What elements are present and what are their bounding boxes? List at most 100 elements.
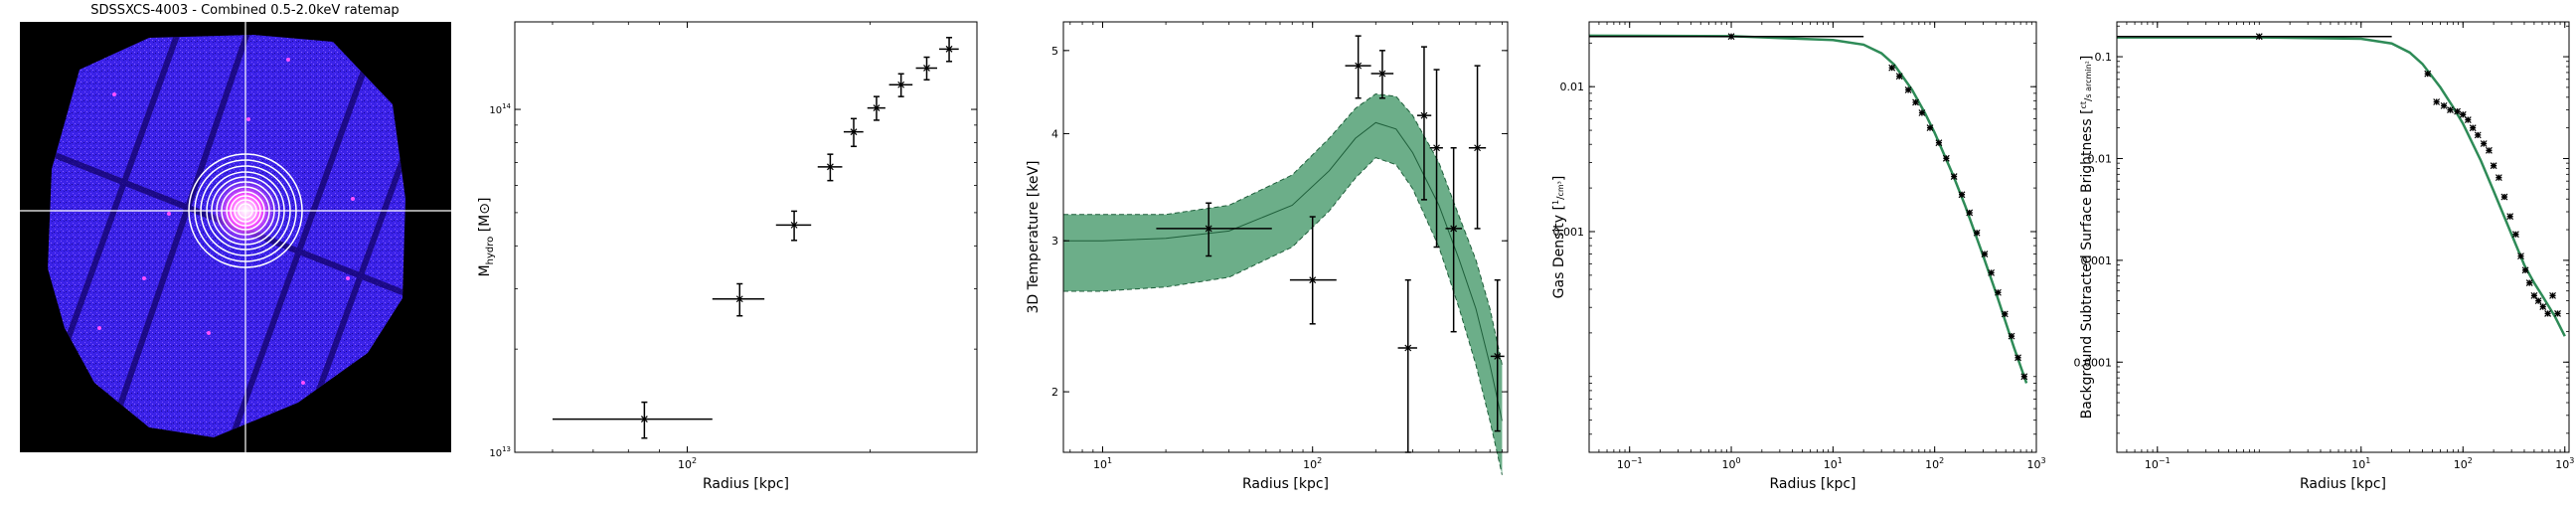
data-marker	[2495, 174, 2502, 182]
x-tick-label-4-base: 10	[2026, 458, 2040, 471]
data-marker	[1935, 139, 1943, 147]
model-uncertainty-band	[1063, 93, 1503, 475]
data-marker	[2014, 354, 2021, 362]
x-tick-label-0-exp: 2	[692, 456, 697, 465]
data-point-7	[2464, 116, 2472, 123]
data-marker	[1912, 98, 1919, 106]
y-tick-label-2: 0.01	[2088, 152, 2113, 165]
data-point-9	[1950, 173, 1958, 180]
data-point-12	[2490, 162, 2497, 170]
y-axis-label-bracket-open: [	[2079, 108, 2095, 118]
plot-frame	[1588, 21, 2037, 453]
data-point-3	[2440, 101, 2448, 109]
x-tick-label-0: 101	[1093, 456, 1112, 471]
data-marker	[850, 128, 858, 136]
x-tick-label-1-exp: 0	[1735, 456, 1740, 465]
data-marker	[2433, 98, 2441, 105]
x-tick-label-3-exp: 2	[1939, 456, 1944, 465]
y-tick-label-base: 10	[489, 448, 502, 459]
x-tick-label-1: 100	[1721, 456, 1740, 471]
y-tick-label-exp: 14	[502, 102, 511, 110]
data-marker	[1958, 191, 1966, 199]
data-marker	[1888, 64, 1896, 72]
x-tick-label-0-exp: 1	[1107, 456, 1112, 465]
data-marker	[2440, 101, 2448, 109]
data-marker	[1355, 62, 1363, 70]
data-marker	[1918, 109, 1926, 116]
data-point-0	[2117, 33, 2392, 41]
y-axis-label-main: M	[477, 264, 493, 276]
data-point-6	[1429, 69, 1443, 249]
ratemap-title: SDSSXCS-4003 - Combined 0.5-2.0keV ratem…	[90, 3, 400, 18]
y-axis-label-bracket-open: [	[1551, 205, 1567, 215]
data-point-1	[2424, 70, 2432, 78]
data-marker	[2554, 309, 2561, 317]
data-point-5	[2454, 107, 2461, 115]
data-marker	[1205, 225, 1212, 233]
data-marker	[2480, 140, 2488, 147]
x-tick-label-2: 101	[1824, 456, 1843, 471]
plot-frame	[2116, 21, 2570, 453]
x-tick-label-2: 102	[2454, 456, 2473, 471]
data-marker	[1494, 352, 1502, 360]
x-tick-label-3-base: 10	[2555, 458, 2569, 471]
y-tick-label-base: 10	[489, 105, 502, 116]
data-point-6	[1926, 124, 1934, 132]
data-marker	[1988, 268, 1996, 276]
y-tick-label-1: 0.001	[2081, 254, 2113, 267]
data-point-2	[775, 210, 812, 242]
data-point-3	[1370, 50, 1394, 99]
x-tick-label-3: 102	[1925, 456, 1944, 471]
x-axis-label: Radius [kpc]	[2300, 476, 2386, 492]
x-axis-label: Radius [kpc]	[703, 476, 789, 492]
data-point-23	[2544, 309, 2552, 317]
data-marker	[1926, 124, 1934, 132]
data-point-8	[1468, 65, 1487, 230]
y-tick-label-0: 1013	[489, 445, 511, 459]
data-marker	[2486, 146, 2493, 154]
data-marker	[2534, 297, 2542, 305]
x-tick-label-1-base: 10	[1303, 458, 1317, 471]
data-marker	[2424, 70, 2432, 78]
x-tick-label-1-base: 10	[1721, 458, 1735, 471]
data-point-5	[1918, 109, 1926, 116]
x-tick-label-0-base: 10	[1093, 458, 1107, 471]
data-marker	[1895, 73, 1903, 81]
data-point-21	[2534, 297, 2542, 305]
y-axis-label-fraction-bar: /	[2083, 97, 2094, 101]
data-marker	[1404, 344, 1412, 352]
data-point-24	[2549, 291, 2556, 299]
y-axis-label: 3D Temperature [keV]	[1026, 161, 1042, 314]
data-point-1	[712, 282, 765, 317]
y-axis-label-main: Gas Density	[1551, 215, 1567, 298]
y-tick-label-0: 2	[1051, 386, 1058, 399]
data-point-12	[1973, 229, 1981, 237]
data-marker	[790, 221, 798, 229]
data-marker	[873, 104, 881, 111]
data-marker	[2539, 303, 2547, 310]
data-marker	[2469, 124, 2477, 132]
x-tick-label-0-exp: −1	[2159, 456, 2171, 465]
x-tick-label-1-exp: 2	[1317, 456, 1322, 465]
data-marker	[1420, 111, 1428, 119]
y-axis-label-bracket-close: ]	[2079, 56, 2095, 61]
data-marker	[2255, 33, 2263, 41]
data-point-6	[2459, 110, 2467, 118]
data-marker	[1950, 173, 1958, 180]
data-marker	[2020, 373, 2028, 381]
data-point-7	[915, 56, 937, 82]
data-marker	[1474, 144, 1481, 152]
data-marker	[2549, 291, 2556, 299]
data-point-8	[2469, 124, 2477, 132]
y-axis-label-sub: hydro	[485, 237, 496, 265]
data-point-19	[2525, 279, 2533, 287]
data-marker	[1966, 209, 1974, 217]
data-marker	[1942, 154, 1950, 162]
data-point-3	[1904, 86, 1912, 93]
data-marker	[1450, 225, 1458, 233]
mass-panel: 102 1013 1014 Radius [kpc] Mhydro [M⊙]	[467, 0, 994, 501]
data-point-2	[2433, 98, 2441, 105]
x-tick-label-0-base: 10	[678, 458, 692, 471]
y-tick-label-1: 3	[1051, 235, 1058, 248]
